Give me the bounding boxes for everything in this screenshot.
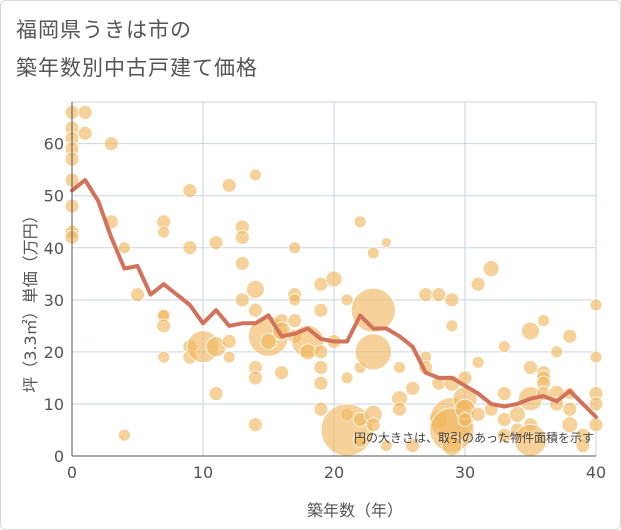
tick-labels: 0 10 20 30 40 50 60 0 10 20 30 40 [44,135,607,482]
data-bubble [366,246,380,260]
data-bubble [588,396,604,412]
data-bubble [392,401,407,417]
data-bubble [157,225,171,239]
data-bubble [208,235,224,250]
data-bubble [313,375,329,391]
data-bubble [521,321,540,341]
data-bubble [299,343,317,361]
data-bubble [221,334,237,349]
data-bubble [234,255,250,271]
y-tick-label: 50 [44,187,64,206]
y-tick-label: 40 [44,239,64,258]
data-bubble [288,293,302,307]
data-bubble [575,438,591,453]
data-bubble [405,380,421,396]
data-bubble [562,328,578,344]
data-bubble [247,417,263,433]
data-bubble [221,177,237,193]
x-tick-label: 0 [67,463,77,482]
data-bubble [393,361,406,374]
x-tick-label: 30 [455,463,475,482]
data-bubble [418,287,434,303]
data-bubble [182,240,198,256]
data-bubble [77,125,93,141]
data-bubble [354,333,392,371]
data-bubble [274,365,290,381]
data-bubble [353,215,367,229]
data-bubble [589,298,603,312]
x-tick-label: 10 [193,463,213,482]
data-bubble [234,229,250,245]
x-axis-label: 築年数（年） [307,501,403,520]
data-bubble [260,333,277,350]
data-bubble [208,386,224,401]
y-tick-label: 10 [44,395,64,414]
y-tick-label: 0 [54,447,64,466]
data-bubble [457,412,473,427]
data-bubble [103,136,119,152]
data-bubble [588,417,604,433]
data-bubble [365,417,381,433]
y-tick-label: 30 [44,291,64,310]
bubbles [64,105,604,457]
data-bubble [156,318,172,334]
data-bubble [482,260,500,277]
data-bubble [561,416,579,434]
data-bubble [234,292,250,308]
data-bubble [157,350,171,364]
data-bubble [248,168,262,182]
data-bubble [509,405,526,423]
data-bubble [431,287,447,303]
average-price-line [70,178,598,419]
data-bubble [130,287,145,303]
chart-title-line-1: 福岡県うきは市の [16,18,192,42]
data-bubble [77,105,93,120]
data-bubble [352,432,368,448]
y-axis-label: 坪（3.3㎡）単価（万円） [21,207,40,392]
data-bubble [562,401,578,417]
data-bubble [118,241,131,255]
data-bubble [313,344,329,360]
average-line-layer [70,178,598,419]
data-bubble [445,319,459,333]
y-tick-label: 20 [44,343,64,362]
chart-title-line-2: 築年数別中古戸建て価格 [16,56,258,80]
data-bubble [325,270,343,288]
x-tick-label: 40 [586,463,606,482]
data-bubble [313,401,329,417]
data-bubble [380,237,392,248]
data-bubble [497,340,511,354]
data-bubble [550,345,564,359]
data-bubble [350,287,396,333]
data-bubble [313,302,329,318]
data-bubble [182,183,198,198]
data-bubble [471,355,485,369]
data-bubble [222,350,236,364]
data-bubble [523,360,538,375]
axes [71,102,596,457]
data-bubble [589,350,603,364]
data-bubble [313,360,329,375]
data-bubble [470,406,486,422]
data-bubble [340,293,354,307]
data-bubble [470,276,486,292]
data-bubble [247,302,263,318]
data-bubble [245,280,265,299]
data-bubble [118,428,131,442]
data-bubble [537,314,550,328]
data-bubble [288,241,302,255]
x-tick-label: 20 [324,463,344,482]
data-bubble [405,438,421,453]
data-bubble [444,292,460,308]
data-bubble [247,370,263,386]
data-bubble [340,371,354,385]
data-bubble [379,439,393,452]
y-tick-label: 60 [44,135,64,154]
bubble-size-note: 円の大きさは、取引のあった物件面積を示す [354,430,594,445]
data-bubble [287,313,303,329]
data-bubble [496,427,512,443]
data-bubble [496,386,512,401]
